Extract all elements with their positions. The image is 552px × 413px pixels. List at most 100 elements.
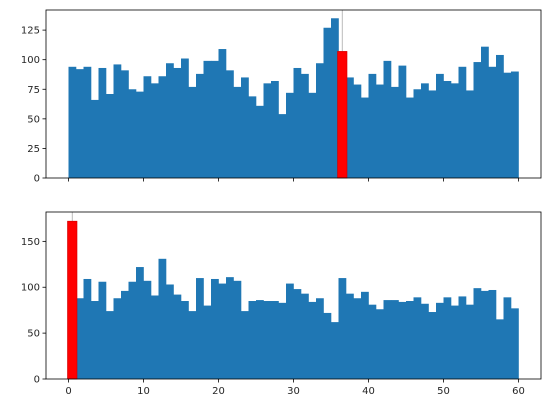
histogram-bar — [188, 86, 197, 178]
histogram-bar — [136, 267, 144, 379]
histogram-bar — [308, 92, 317, 178]
histogram-bar — [136, 91, 144, 178]
histogram-bar — [473, 288, 482, 379]
histogram-bar — [128, 281, 137, 379]
histogram-bar — [398, 301, 407, 379]
histogram-bar — [323, 27, 332, 178]
y-tick-label: 50 — [27, 114, 40, 125]
histogram-bar — [68, 66, 77, 178]
histogram-bar — [263, 83, 272, 178]
histogram-bar — [173, 67, 182, 178]
histogram-bar — [353, 84, 362, 178]
histogram-bar — [248, 96, 257, 178]
histogram-bar — [151, 295, 159, 379]
histogram-bar — [413, 89, 422, 178]
histogram-bar — [443, 297, 452, 379]
histogram-bar — [196, 73, 204, 178]
histogram-bar — [376, 84, 384, 178]
histogram-bar — [91, 99, 99, 178]
histogram-bar — [338, 278, 347, 379]
histogram-bar — [263, 301, 272, 379]
histogram-bar — [391, 300, 399, 379]
histogram-bar — [443, 80, 452, 178]
histogram-bar — [143, 76, 152, 178]
histogram-bar — [436, 302, 444, 379]
histogram-bar — [121, 290, 129, 379]
histogram-bar — [301, 293, 309, 379]
histogram-bar — [211, 60, 219, 179]
histogram-bar — [331, 18, 339, 179]
histogram-bar — [106, 94, 114, 178]
x-tick-label: 30 — [287, 386, 300, 397]
histogram-bar — [181, 301, 189, 379]
histogram-bar — [353, 298, 362, 379]
histogram-bar — [436, 73, 444, 178]
y-tick-label: 25 — [27, 144, 40, 155]
y-tick-label: 0 — [34, 174, 40, 185]
histogram-bar — [188, 311, 197, 379]
histogram-bar — [481, 46, 489, 179]
histogram-bar — [256, 105, 264, 178]
histogram-bar — [218, 49, 227, 178]
histogram-bar — [323, 312, 332, 379]
histogram-bar — [151, 83, 159, 178]
histogram-bar — [278, 114, 287, 178]
histogram-bar — [361, 291, 369, 379]
histogram-bar — [368, 73, 377, 178]
histogram-bar — [113, 64, 122, 178]
histogram-bar — [466, 90, 474, 178]
histogram-bar — [316, 63, 324, 178]
histogram-bar — [481, 290, 489, 379]
histogram-bar — [496, 54, 504, 178]
histogram-bar — [361, 97, 369, 178]
y-tick-label: 75 — [27, 85, 40, 96]
histogram-bar — [413, 297, 422, 379]
histogram-bar — [421, 303, 429, 379]
histogram-bar — [121, 70, 129, 178]
x-tick-label: 40 — [362, 386, 375, 397]
histogram-bar — [503, 72, 512, 178]
histogram-bar — [451, 83, 459, 178]
histogram-bar — [376, 309, 384, 379]
y-tick-label: 100 — [21, 55, 40, 66]
x-tick-label: 50 — [437, 386, 450, 397]
histogram-bar — [271, 301, 279, 379]
histogram-bar — [218, 283, 227, 379]
y-tick-label: 125 — [21, 26, 40, 37]
y-tick-label: 150 — [21, 237, 40, 248]
histogram-bar — [301, 73, 309, 178]
histogram-bar — [503, 297, 512, 379]
histogram-bar — [83, 278, 92, 379]
histogram-bar — [203, 305, 212, 379]
histogram-bar — [511, 71, 519, 178]
histogram-bar — [98, 281, 107, 379]
histogram-bar — [226, 70, 234, 178]
x-tick-label: 60 — [512, 386, 525, 397]
histogram-bar — [211, 278, 219, 379]
y-tick-label: 100 — [21, 283, 40, 294]
histogram-bar — [166, 63, 174, 178]
histogram-bar — [451, 305, 459, 379]
histogram-bar — [233, 86, 242, 178]
histogram-bar — [256, 300, 264, 379]
histogram-bar — [458, 66, 467, 178]
histogram-bar — [293, 67, 302, 178]
bottom-histogram-panel: 0 50 100 150 0 10 20 30 40 50 60 — [21, 211, 542, 397]
x-tick-label: 20 — [212, 386, 225, 397]
histogram-bar — [473, 62, 482, 179]
histogram-bar — [106, 311, 114, 379]
histogram-bar — [496, 319, 504, 379]
histogram-bar — [233, 280, 242, 379]
histogram-bar — [278, 302, 287, 379]
histogram-bar — [166, 284, 174, 379]
histogram-bar — [406, 97, 414, 178]
histogram-bar — [346, 293, 354, 379]
histogram-bar — [421, 83, 429, 178]
histogram-bar — [143, 280, 152, 379]
histogram-bar — [248, 301, 257, 379]
top-histogram-panel: 0 25 50 75 100 125 — [21, 9, 542, 185]
histogram-bar — [158, 76, 167, 178]
histogram-bar — [346, 77, 354, 178]
histogram-bar — [308, 301, 317, 379]
